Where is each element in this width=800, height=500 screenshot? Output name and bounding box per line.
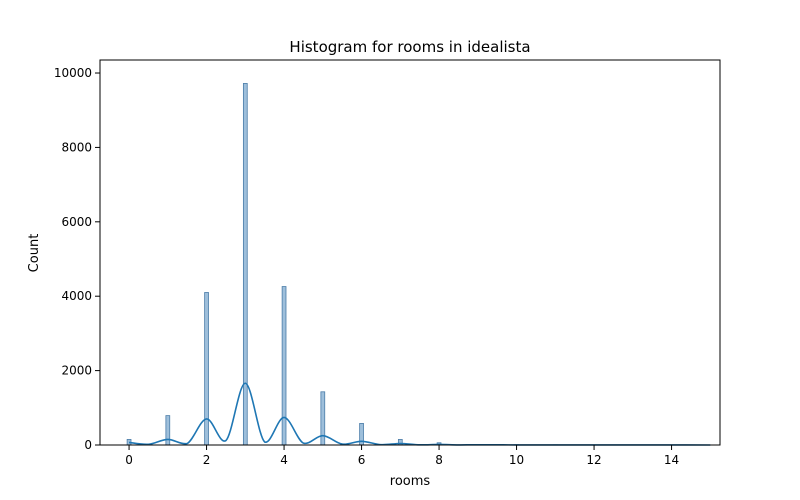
histogram-bar — [320, 391, 326, 446]
x-axis: 0 2 4 6 8 10 12 14 — [125, 445, 679, 467]
y-tick-label: 8000 — [61, 140, 92, 154]
y-tick-label: 4000 — [61, 289, 92, 303]
y-tick-label: 6000 — [61, 215, 92, 229]
x-tick-label: 10 — [509, 453, 524, 467]
histogram-bars — [126, 83, 713, 446]
plot-frame — [99, 59, 721, 446]
y-tick-label: 10000 — [54, 66, 92, 80]
histogram-bar — [204, 292, 209, 446]
x-tick-label: 8 — [435, 453, 443, 467]
histogram-bar — [281, 286, 287, 446]
x-tick-label: 6 — [358, 453, 366, 467]
y-axis: 0 2000 4000 6000 8000 10000 — [54, 66, 100, 452]
chart-title: Histogram for rooms in idealista — [289, 38, 530, 56]
kde-curve — [128, 382, 711, 446]
x-tick-label: 12 — [586, 453, 601, 467]
x-axis-label: rooms — [390, 474, 431, 489]
x-tick-label: 14 — [664, 453, 679, 467]
histogram-bar — [165, 415, 171, 446]
histogram-bar — [242, 83, 248, 446]
y-axis-label: Count — [27, 234, 42, 273]
x-tick-label: 2 — [203, 453, 211, 467]
y-tick-label: 0 — [84, 438, 92, 452]
x-tick-label: 0 — [125, 453, 133, 467]
y-tick-label: 2000 — [61, 364, 92, 378]
x-tick-label: 4 — [280, 453, 288, 467]
